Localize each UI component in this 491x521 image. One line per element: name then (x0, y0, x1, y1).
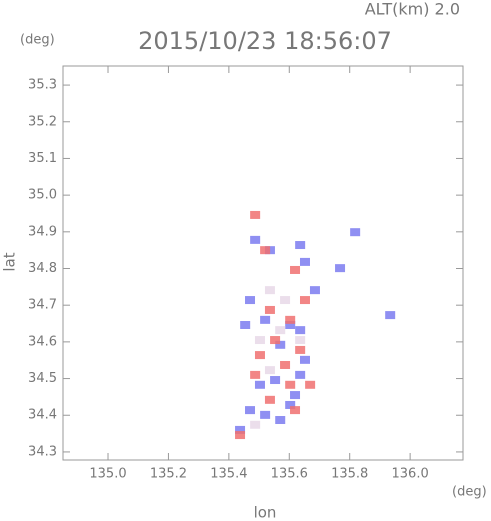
y-tick-label: 35.2 (28, 114, 57, 129)
echo-patch (285, 320, 296, 329)
echo-patch (295, 241, 306, 250)
y-tick-label: 34.8 (28, 261, 57, 276)
echo-patch (309, 286, 320, 295)
echo-patch (260, 410, 271, 419)
echo-patch (264, 366, 275, 375)
echo-patch (295, 326, 306, 335)
y-tick-label: 34.5 (28, 371, 57, 386)
echo-patch (299, 257, 310, 266)
echo-patch (275, 340, 286, 349)
echo-patch (264, 305, 275, 314)
echo-patch (245, 296, 256, 305)
x-tick-label: 135.2 (150, 467, 187, 482)
y-tick-label: 35.3 (28, 78, 57, 93)
x-axis-label: lon (254, 504, 277, 521)
echo-patch (299, 296, 310, 305)
x-tick-label: 135.6 (271, 467, 308, 482)
echo-patch (350, 228, 361, 237)
echo-patch (295, 345, 306, 354)
echo-patch (305, 380, 316, 389)
echo-patch (260, 315, 271, 324)
echo-patch (295, 336, 306, 345)
echo-patch (285, 400, 296, 409)
echo-patch (254, 380, 265, 389)
y-tick-label: 35.0 (28, 188, 57, 203)
echo-patch (260, 246, 271, 255)
plot-frame (62, 65, 464, 461)
y-tick-label: 34.6 (28, 334, 57, 349)
echo-patch (290, 391, 301, 400)
echo-patch (299, 355, 310, 364)
chart-subtitle: ALT(km) 2.0 (365, 0, 460, 19)
echo-patch (290, 265, 301, 274)
echo-patch (250, 235, 261, 244)
y-tick-label: 35.1 (28, 151, 57, 166)
echo-patch (335, 264, 346, 273)
echo-patch (280, 296, 291, 305)
y-unit: (deg) (20, 33, 55, 48)
x-tick-label: 135.4 (210, 467, 247, 482)
echo-patch (285, 380, 296, 389)
echo-patch (250, 370, 261, 379)
echo-patch (264, 395, 275, 404)
echo-patch (295, 370, 306, 379)
x-tick-label: 135.0 (89, 467, 126, 482)
echo-patch (254, 336, 265, 345)
y-tick-label: 34.4 (28, 408, 57, 423)
y-tick-label: 34.3 (28, 444, 57, 459)
y-axis-label: lat (1, 252, 19, 271)
echo-patch (235, 425, 246, 434)
echo-patch (264, 286, 275, 295)
echo-patch (245, 406, 256, 415)
echo-patch (254, 351, 265, 360)
echo-patch (280, 360, 291, 369)
x-tick-label: 135.8 (331, 467, 368, 482)
echo-patch (240, 320, 251, 329)
x-unit: (deg) (452, 485, 487, 500)
echo-patch (250, 210, 261, 219)
y-tick-label: 34.9 (28, 224, 57, 239)
echo-patch (235, 431, 246, 440)
echo-patch (385, 311, 396, 320)
chart-title: 2015/10/23 18:56:07 (138, 27, 392, 55)
echo-patch (275, 416, 286, 425)
echo-patch (270, 376, 281, 385)
x-tick-label: 136.0 (392, 467, 429, 482)
echo-patch (275, 326, 286, 335)
y-tick-label: 34.7 (28, 298, 57, 313)
echo-patch (270, 336, 281, 345)
echo-patch (290, 406, 301, 415)
echo-patch (285, 315, 296, 324)
echo-patch (250, 420, 261, 429)
